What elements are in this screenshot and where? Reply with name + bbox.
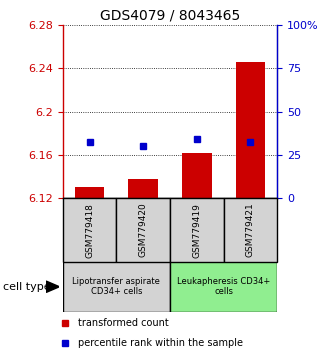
Bar [116,198,170,262]
Title: GDS4079 / 8043465: GDS4079 / 8043465 [100,8,240,22]
Bar [182,153,212,198]
Text: transformed count: transformed count [78,318,169,329]
Bar [75,187,104,198]
Text: Leukapheresis CD34+
cells: Leukapheresis CD34+ cells [177,277,270,296]
Bar [63,198,116,262]
Text: GSM779418: GSM779418 [85,202,94,258]
Bar [223,198,277,262]
Bar [128,179,158,198]
Bar [170,262,277,312]
Text: Lipotransfer aspirate
CD34+ cells: Lipotransfer aspirate CD34+ cells [72,277,160,296]
Text: cell type: cell type [3,282,51,292]
Text: GSM779420: GSM779420 [139,203,148,257]
Bar [236,62,265,198]
Bar [170,198,223,262]
Text: GSM779421: GSM779421 [246,203,255,257]
Bar [63,262,170,312]
Polygon shape [46,281,59,292]
Text: GSM779419: GSM779419 [192,202,201,258]
Text: percentile rank within the sample: percentile rank within the sample [78,338,243,348]
